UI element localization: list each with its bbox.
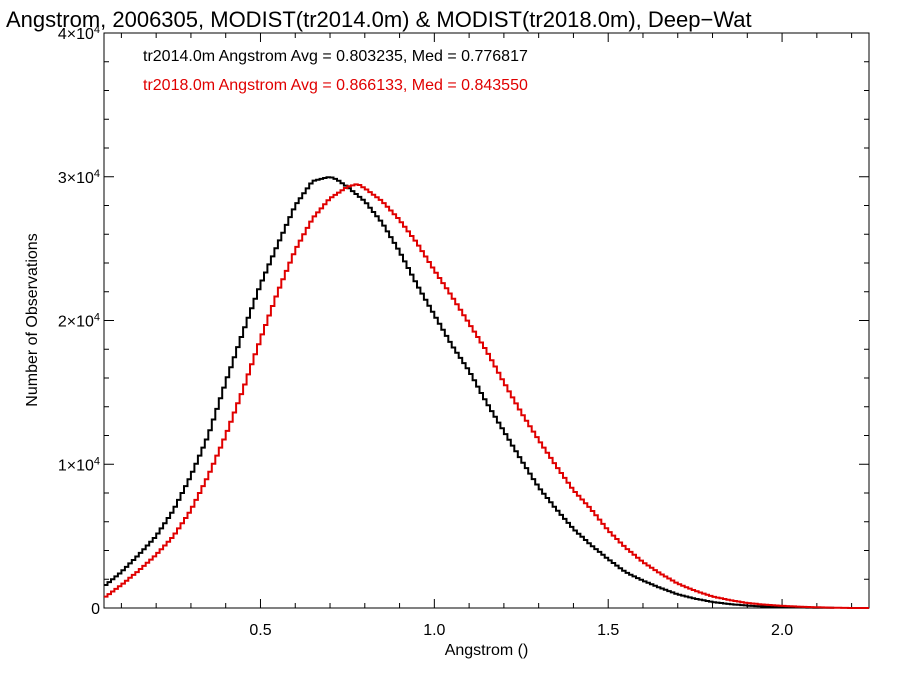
x-tick-label: 2.0 xyxy=(771,622,793,639)
y-axis: 0 1×104 2×104 3×104 4×104 xyxy=(58,24,869,618)
y-tick-label: 4×104 xyxy=(58,24,100,43)
series-layer xyxy=(104,176,869,609)
series-1-histogram xyxy=(104,176,835,609)
y-tick-label: 3×104 xyxy=(58,168,100,187)
series-2-histogram xyxy=(104,183,869,609)
y-tick-label: 2×104 xyxy=(58,311,100,330)
y-axis-label: Number of Observations xyxy=(24,233,41,406)
annotation-series-2: tr2018.0m Angstrom Avg = 0.866133, Med =… xyxy=(143,77,528,94)
x-tick-label: 1.5 xyxy=(597,622,619,639)
plot-frame xyxy=(103,32,870,609)
y-tick-label: 0 xyxy=(91,601,100,618)
x-axis-label: Angstrom () xyxy=(445,642,529,659)
annotation-series-1: tr2014.0m Angstrom Avg = 0.803235, Med =… xyxy=(143,48,528,65)
chart-title: Angstrom, 2006305, MODIST(tr2014.0m) & M… xyxy=(6,7,752,32)
x-tick-label: 0.5 xyxy=(249,622,271,639)
y-tick-label: 1×104 xyxy=(58,455,100,474)
x-tick-label: 1.0 xyxy=(423,622,445,639)
x-axis: 0.5 1.0 1.5 2.0 xyxy=(120,33,853,639)
